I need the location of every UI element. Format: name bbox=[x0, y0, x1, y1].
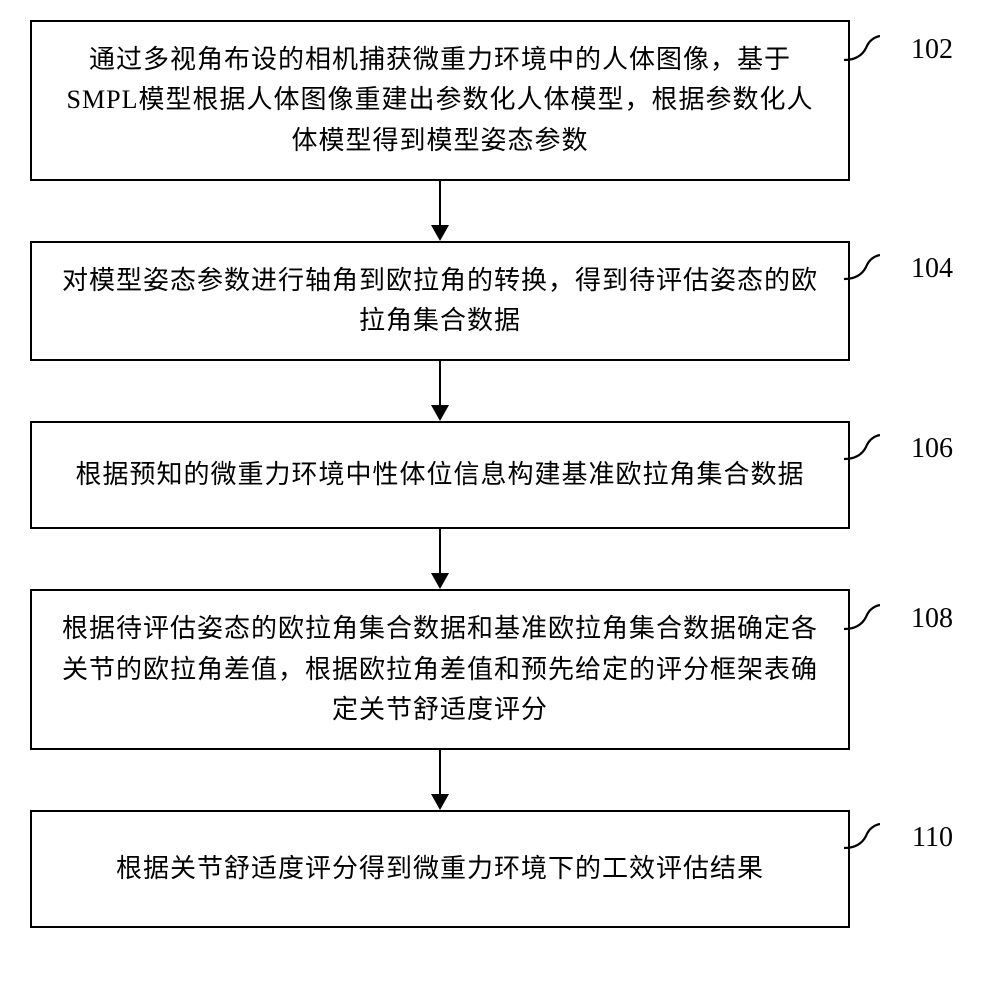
step-text: 根据待评估姿态的欧拉角集合数据和基准欧拉角集合数据确定各关节的欧拉角差值，根据欧… bbox=[62, 609, 818, 730]
flow-arrow bbox=[30, 361, 850, 421]
connector-curve bbox=[844, 253, 880, 283]
step-label: 104 bbox=[911, 253, 953, 285]
step-label: 102 bbox=[911, 34, 953, 66]
step-text: 通过多视角布设的相机捕获微重力环境中的人体图像，基于SMPL模型根据人体图像重建… bbox=[62, 40, 818, 161]
flowchart-step: 根据关节舒适度评分得到微重力环境下的工效评估结果 110 bbox=[30, 810, 850, 928]
flow-arrow bbox=[30, 181, 850, 241]
flowchart-step: 根据预知的微重力环境中性体位信息构建基准欧拉角集合数据 106 bbox=[30, 421, 850, 529]
flow-arrow bbox=[30, 529, 850, 589]
connector-curve bbox=[844, 34, 880, 64]
step-label: 110 bbox=[912, 822, 953, 854]
flow-arrow bbox=[30, 750, 850, 810]
step-text: 根据关节舒适度评分得到微重力环境下的工效评估结果 bbox=[116, 849, 764, 889]
connector-curve bbox=[844, 603, 880, 633]
flowchart-step: 根据待评估姿态的欧拉角集合数据和基准欧拉角集合数据确定各关节的欧拉角差值，根据欧… bbox=[30, 589, 850, 750]
flowchart-container: 通过多视角布设的相机捕获微重力环境中的人体图像，基于SMPL模型根据人体图像重建… bbox=[30, 20, 970, 928]
step-label: 108 bbox=[911, 603, 953, 635]
flowchart-step: 通过多视角布设的相机捕获微重力环境中的人体图像，基于SMPL模型根据人体图像重建… bbox=[30, 20, 850, 181]
connector-curve bbox=[844, 822, 880, 852]
connector-curve bbox=[844, 433, 880, 463]
step-label: 106 bbox=[911, 433, 953, 465]
step-text: 根据预知的微重力环境中性体位信息构建基准欧拉角集合数据 bbox=[75, 455, 804, 495]
flowchart-step: 对模型姿态参数进行轴角到欧拉角的转换，得到待评估姿态的欧拉角集合数据 104 bbox=[30, 241, 850, 362]
step-text: 对模型姿态参数进行轴角到欧拉角的转换，得到待评估姿态的欧拉角集合数据 bbox=[62, 261, 818, 342]
